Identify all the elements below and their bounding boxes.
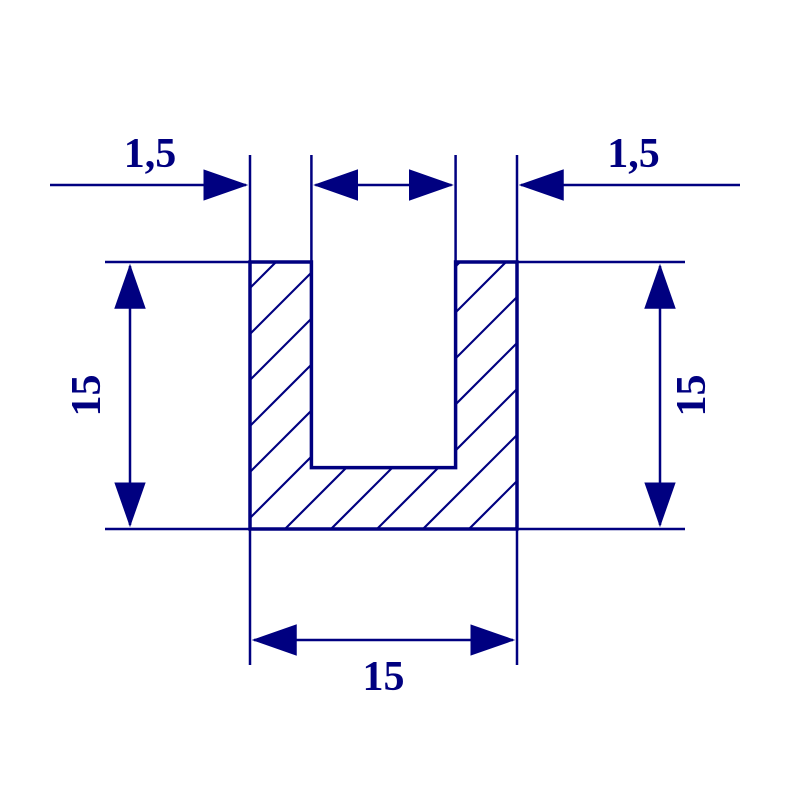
dim-label-left-wall: 1,5 bbox=[124, 131, 177, 177]
dimension-labels: 1,5 1,5 15 15 15 bbox=[64, 131, 715, 700]
dim-label-right-wall: 1,5 bbox=[607, 131, 660, 177]
dim-label-right-height: 15 bbox=[669, 375, 715, 417]
dim-label-left-height: 15 bbox=[64, 375, 110, 417]
dim-label-bottom-width: 15 bbox=[363, 654, 405, 700]
cross-section-drawing: 1,5 1,5 15 15 15 bbox=[0, 0, 800, 800]
dimension-set bbox=[50, 155, 740, 665]
u-profile-outline bbox=[250, 262, 517, 529]
